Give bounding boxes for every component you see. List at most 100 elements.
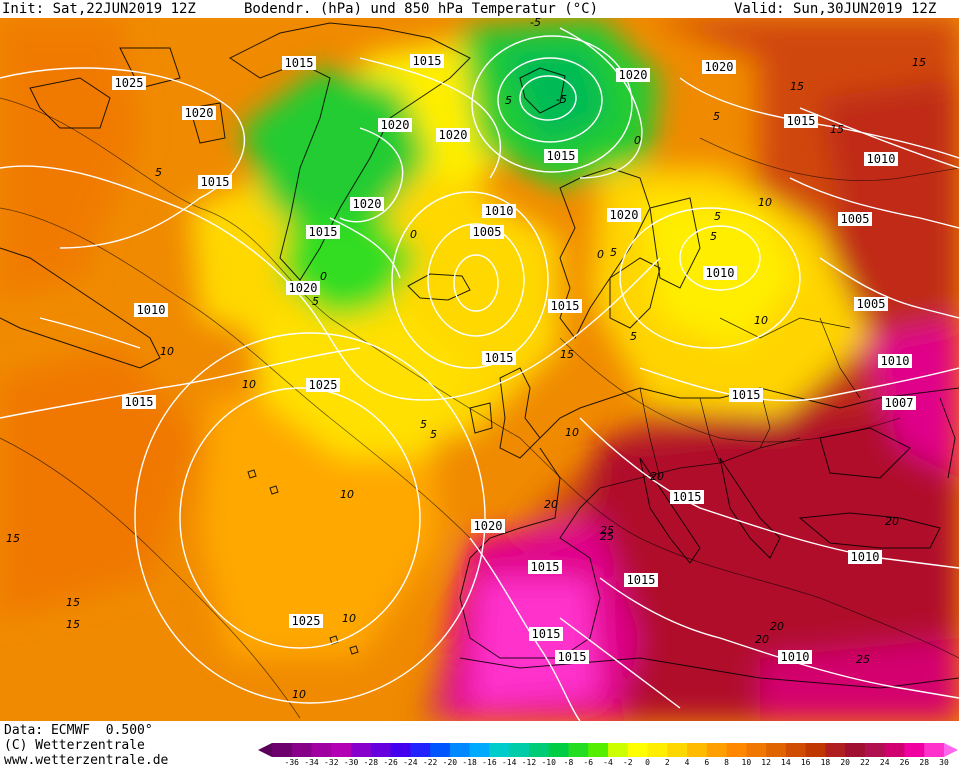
colorbar-tick: 2 — [664, 758, 670, 767]
svg-text:1015: 1015 — [285, 56, 314, 70]
isotherm-label: 15 — [6, 532, 20, 545]
colorbar-segment — [845, 743, 866, 757]
colorbar-segment — [390, 743, 411, 757]
website-link[interactable]: www.wetterzentrale.de — [4, 753, 169, 768]
svg-text:1015: 1015 — [309, 225, 338, 239]
map-header: Init: Sat,22JUN2019 12Z Bodendr. (hPa) u… — [0, 0, 959, 18]
isobar-label: 1020 — [607, 208, 641, 222]
svg-text:1015: 1015 — [201, 175, 230, 189]
valid-time: Valid: Sun,30JUN2019 12Z — [734, 1, 937, 17]
svg-text:1010: 1010 — [851, 550, 880, 564]
svg-text:1020: 1020 — [289, 281, 318, 295]
colorbar-segment — [449, 743, 471, 757]
svg-text:1025: 1025 — [309, 378, 338, 392]
colorbar-segment — [410, 743, 431, 757]
isotherm-label: 5 — [430, 428, 437, 441]
isotherm-label: 5 — [312, 295, 319, 308]
svg-text:1005: 1005 — [841, 212, 870, 226]
colorbar-tick: -26 — [383, 758, 398, 767]
colorbar-segment — [825, 743, 846, 757]
colorbar-tick: 0 — [645, 758, 650, 767]
isobar-label: 1020 — [702, 60, 736, 74]
isotherm-label: 10 — [292, 688, 306, 701]
colorbar-tick: -28 — [363, 758, 379, 767]
isobar-label: 1020 — [182, 106, 216, 120]
svg-text:1015: 1015 — [673, 490, 702, 504]
colorbar-tick: -18 — [462, 758, 477, 767]
colorbar-max-arrow — [944, 743, 958, 757]
isotherm-label: 25 — [600, 524, 614, 537]
isotherm-label: 5 — [710, 230, 717, 243]
isotherm-label: 20 — [885, 515, 899, 528]
colorbar-tick: 18 — [820, 758, 831, 767]
colorbar-segment — [746, 743, 767, 757]
isobar-label: 1025 — [306, 378, 340, 392]
temperature-colorbar — [258, 743, 958, 757]
weather-map: 1015 1015 1020 1020 1025 1020 1020 1020 … — [0, 18, 959, 721]
svg-text:1007: 1007 — [885, 396, 914, 410]
colorbar-segment — [805, 743, 826, 757]
colorbar-ticks: -36 -34 -32 -30 -28 -26 -24 -22 -20 -18 -16 -14 -12-… — [0, 758, 959, 770]
isobar-label: 1010 — [134, 303, 168, 317]
colorbar-tick: 12 — [761, 758, 771, 767]
isotherm-label: 15 — [830, 123, 844, 136]
colorbar-segment — [469, 743, 490, 757]
isotherm-label: 5 — [505, 94, 512, 107]
isobar-label: 1015 — [528, 560, 562, 574]
isobar-label: 1020 — [286, 281, 320, 295]
colorbar-segment — [687, 743, 708, 757]
svg-text:1015: 1015 — [125, 395, 154, 409]
isobar-label: 1005 — [838, 212, 872, 226]
isotherm-label: 25 — [856, 653, 870, 666]
isotherm-label: 0 — [320, 270, 327, 283]
isobar-label: 1005 — [854, 297, 888, 311]
colorbar-segment — [568, 743, 589, 757]
svg-text:1005: 1005 — [473, 225, 502, 239]
svg-text:1015: 1015 — [547, 149, 576, 163]
colorbar-tick: -14 — [501, 758, 517, 767]
isotherm-label: 10 — [340, 488, 354, 501]
svg-text:1025: 1025 — [115, 76, 144, 90]
svg-text:1015: 1015 — [787, 114, 816, 128]
svg-text:1015: 1015 — [485, 351, 514, 365]
coastlines — [0, 22, 959, 689]
isotherm-label: -5 — [556, 93, 567, 106]
isobar-label: 1015 — [544, 149, 578, 163]
data-source: Data: ECMWF 0.500° — [4, 723, 153, 738]
svg-text:1010: 1010 — [706, 266, 735, 280]
copyright: (C) Wetterzentrale — [4, 738, 145, 753]
isobar-label: 1025 — [289, 614, 323, 628]
isobar-label: 1015 — [122, 395, 156, 409]
isobar-label: 1010 — [703, 266, 737, 280]
isobar-label: 1015 — [529, 627, 563, 641]
isobar-label: 1010 — [482, 204, 516, 218]
isotherm-label: 10 — [242, 378, 256, 391]
colorbar-tick: -24 — [403, 758, 418, 767]
isotherm-label: 10 — [565, 426, 579, 439]
isobar-label: 1015 — [670, 490, 704, 504]
isotherm-label: 10 — [754, 314, 768, 327]
isobar-label: 1015 — [282, 56, 316, 70]
colorbar-segment — [667, 743, 688, 757]
colorbar-tick: 30 — [939, 758, 949, 767]
colorbar-tick: 4 — [684, 758, 690, 767]
colorbar-tick: 10 — [741, 758, 752, 767]
colorbar-segment — [370, 743, 392, 757]
isobar-label: 1020 — [471, 519, 505, 533]
colorbar-tick: -36 — [284, 758, 299, 767]
isotherm-label: 15 — [912, 56, 926, 69]
isotherm-label: 5 — [714, 210, 721, 223]
isobar-label: 1007 — [882, 396, 916, 410]
isotherm-label: 10 — [758, 196, 772, 209]
isotherm-label: 15 — [790, 80, 804, 93]
isotherm-label: 20 — [770, 620, 784, 633]
isobar-label: 1015 — [555, 650, 589, 664]
init-time: Init: Sat,22JUN2019 12Z — [2, 1, 196, 17]
map-title: Bodendr. (hPa) und 850 hPa Temperatur (°… — [244, 1, 599, 17]
svg-text:1010: 1010 — [137, 303, 166, 317]
isotherm-label: 10 — [160, 345, 174, 358]
isotherm-label: 15 — [66, 618, 80, 631]
svg-text:1015: 1015 — [532, 627, 561, 641]
svg-text:1015: 1015 — [627, 573, 656, 587]
colorbar-segment — [509, 743, 530, 757]
